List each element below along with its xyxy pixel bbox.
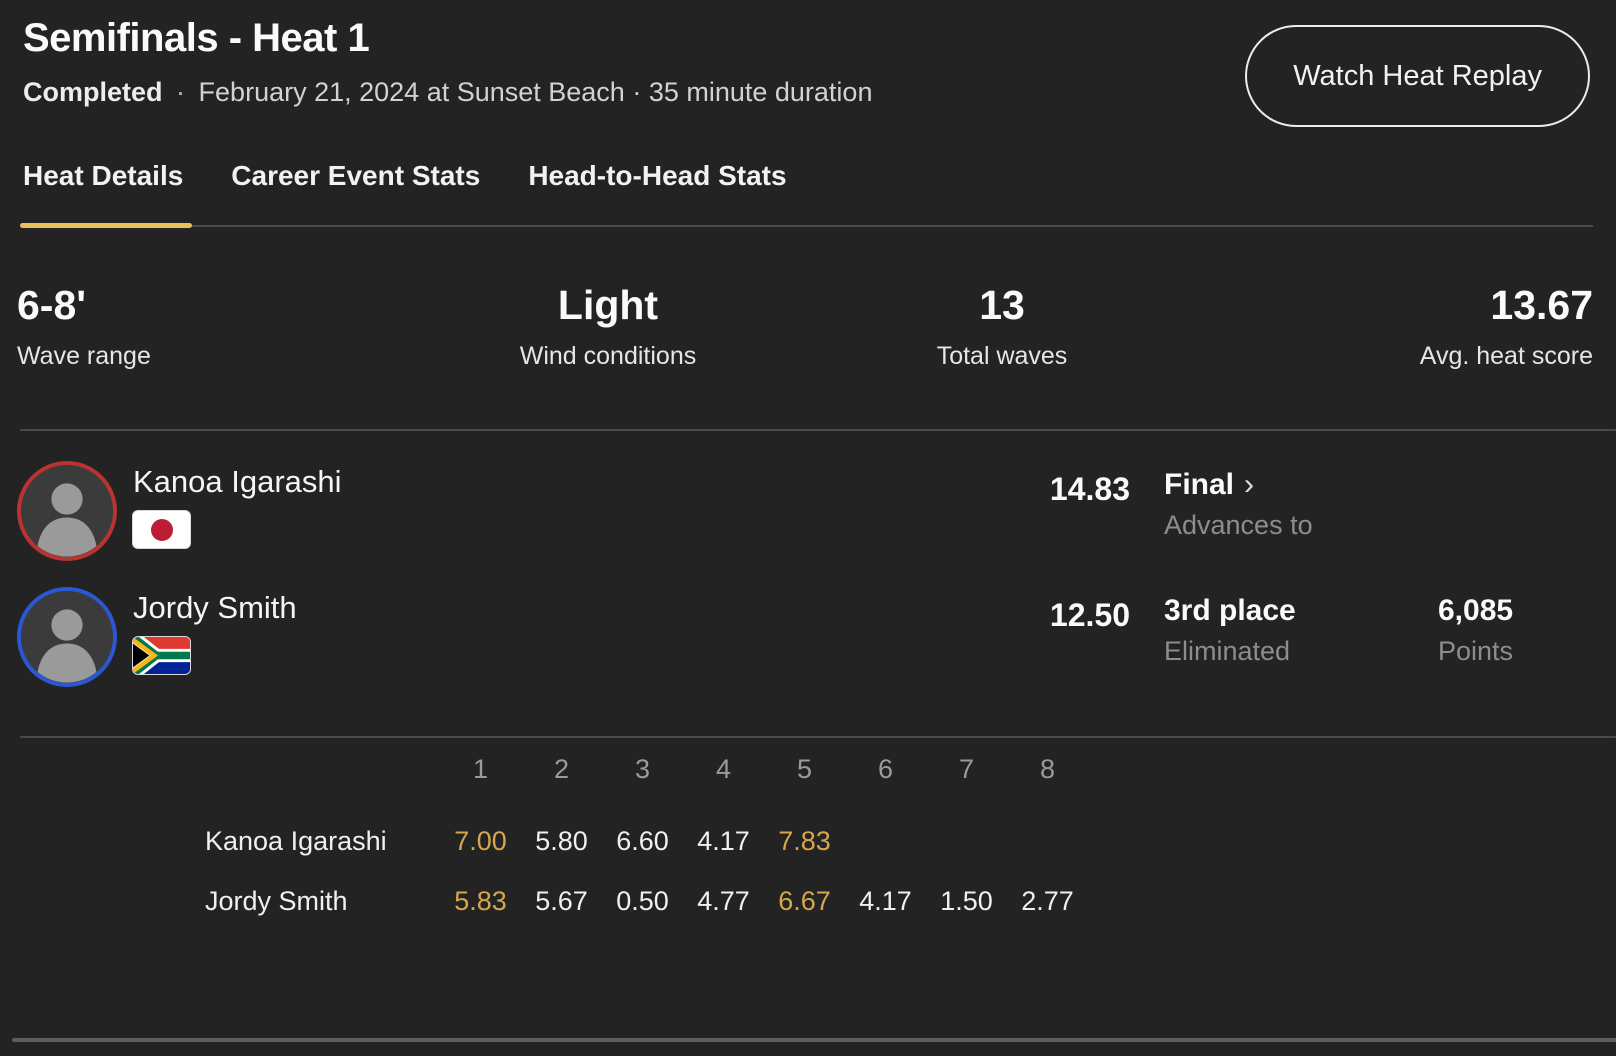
wave-score: 4.77 <box>697 886 750 916</box>
page-title: Semifinals - Heat 1 <box>23 16 370 60</box>
wave-score: 7.83 <box>778 826 831 856</box>
surfer-name[interactable]: Kanoa Igarashi <box>133 464 342 499</box>
wave-score-table: 1 2 3 4 5 6 7 8 Kanoa Igarashi 7.00 5.80… <box>205 753 1616 917</box>
result-subtext: Eliminated <box>1164 636 1291 666</box>
wave-score: 6.67 <box>778 886 831 916</box>
wave-row-jordy-smith: Jordy Smith 5.83 5.67 0.50 4.77 6.67 4.1… <box>205 885 1616 917</box>
advances-to-link[interactable]: Final › Advances to <box>1164 467 1313 542</box>
result-title: 3rd place <box>1164 593 1296 629</box>
tab-label: Career Event Stats <box>231 160 481 191</box>
section-divider <box>20 429 1616 431</box>
points-value: 6,085 <box>1438 594 1514 627</box>
wave-number: 5 <box>796 754 813 784</box>
tab-label: Heat Details <box>23 160 184 191</box>
wave-score: 4.17 <box>697 826 750 856</box>
stat-total-waves: 13 Total waves <box>805 281 1199 373</box>
heat-meta: Completed · February 21, 2024 at Sunset … <box>23 75 1593 110</box>
avatar-kanoa-igarashi[interactable] <box>17 461 117 561</box>
stat-value: 13 <box>979 282 1025 328</box>
heat-score: 12.50 <box>1049 597 1130 633</box>
japan-flag-disc <box>150 518 173 541</box>
wave-row-name: Kanoa Igarashi <box>205 826 387 856</box>
wave-table-header: 1 2 3 4 5 6 7 8 <box>205 753 1616 785</box>
section-divider <box>20 736 1616 738</box>
wave-row-name: Jordy Smith <box>205 886 348 916</box>
wave-score: 2.77 <box>1021 886 1074 916</box>
wave-score: 4.17 <box>859 886 912 916</box>
watch-heat-replay-button[interactable]: Watch Heat Replay <box>1245 25 1590 127</box>
result-subtext: Advances to <box>1164 510 1313 540</box>
wave-score: 5.83 <box>454 886 507 916</box>
stat-wind-conditions: Light Wind conditions <box>411 281 805 373</box>
meta-separator: · <box>176 77 186 107</box>
stat-wave-range: 6-8' Wave range <box>17 281 411 373</box>
chevron-right-icon: › <box>1244 468 1255 501</box>
wave-number: 2 <box>553 754 570 784</box>
wave-score: 0.50 <box>616 886 669 916</box>
wave-score: 7.00 <box>454 826 507 856</box>
surfer-name[interactable]: Jordy Smith <box>133 590 297 625</box>
surfer-row-kanoa-igarashi: Kanoa Igarashi 14.83 Final › Advances to <box>0 461 1616 561</box>
result-text: Final <box>1164 468 1235 501</box>
stat-label: Avg. heat score <box>1419 342 1593 370</box>
tab-head-to-head-stats[interactable]: Head-to-Head Stats <box>528 160 786 225</box>
stat-avg-heat-score: 13.67 Avg. heat score <box>1199 281 1593 373</box>
bottom-divider <box>12 1038 1616 1042</box>
result-title: Final › <box>1164 467 1313 503</box>
tab-bar: Heat Details Career Event Stats Head-to-… <box>20 160 1593 228</box>
stat-value: 13.67 <box>1490 282 1593 328</box>
wave-score: 6.60 <box>616 826 669 856</box>
south-africa-flag-icon <box>133 637 190 674</box>
stat-label: Wind conditions <box>519 342 697 370</box>
wave-number: 7 <box>958 754 975 784</box>
person-silhouette-icon <box>21 591 113 683</box>
stat-value: 6-8' <box>17 282 87 328</box>
avatar-jordy-smith[interactable] <box>17 587 117 687</box>
wave-number: 3 <box>634 754 651 784</box>
tab-label: Head-to-Head Stats <box>528 160 787 191</box>
surfer-info: Jordy Smith <box>133 589 297 674</box>
points-label: Points <box>1438 636 1514 666</box>
heat-status: Completed <box>23 77 163 107</box>
japan-flag-icon <box>133 511 190 548</box>
tab-career-event-stats[interactable]: Career Event Stats <box>231 160 480 225</box>
tab-heat-details[interactable]: Heat Details <box>20 160 193 228</box>
surfer-row-jordy-smith: Jordy Smith 12.50 3rd place <box>0 587 1616 687</box>
person-silhouette-icon <box>21 465 113 557</box>
wave-number: 6 <box>877 754 894 784</box>
wave-score: 5.80 <box>535 826 588 856</box>
stat-label: Total waves <box>936 342 1068 370</box>
heat-stats-row: 6-8' Wave range Light Wind conditions 13… <box>17 281 1593 373</box>
surfer-results: Kanoa Igarashi 14.83 Final › Advances to <box>0 461 1616 687</box>
active-tab-underline <box>20 223 193 228</box>
heat-header: Semifinals - Heat 1 Completed · February… <box>0 0 1616 127</box>
stat-value: Light <box>557 282 659 328</box>
stat-label: Wave range <box>17 342 151 370</box>
points-block: 6,085 Points <box>1438 593 1513 668</box>
heat-meta-text: February 21, 2024 at Sunset Beach · 35 m… <box>198 77 873 107</box>
result-block: 3rd place Eliminated <box>1164 593 1296 668</box>
wave-number: 8 <box>1039 754 1056 784</box>
wave-number: 1 <box>472 754 489 784</box>
wave-row-kanoa-igarashi: Kanoa Igarashi 7.00 5.80 6.60 4.17 7.83 <box>205 825 1616 857</box>
wave-score: 5.67 <box>535 886 588 916</box>
wave-score: 1.50 <box>940 886 993 916</box>
result-text: 3rd place <box>1164 594 1296 627</box>
heat-score: 14.83 <box>1049 471 1130 507</box>
wave-number: 4 <box>715 754 732 784</box>
surfer-info: Kanoa Igarashi <box>133 463 342 548</box>
